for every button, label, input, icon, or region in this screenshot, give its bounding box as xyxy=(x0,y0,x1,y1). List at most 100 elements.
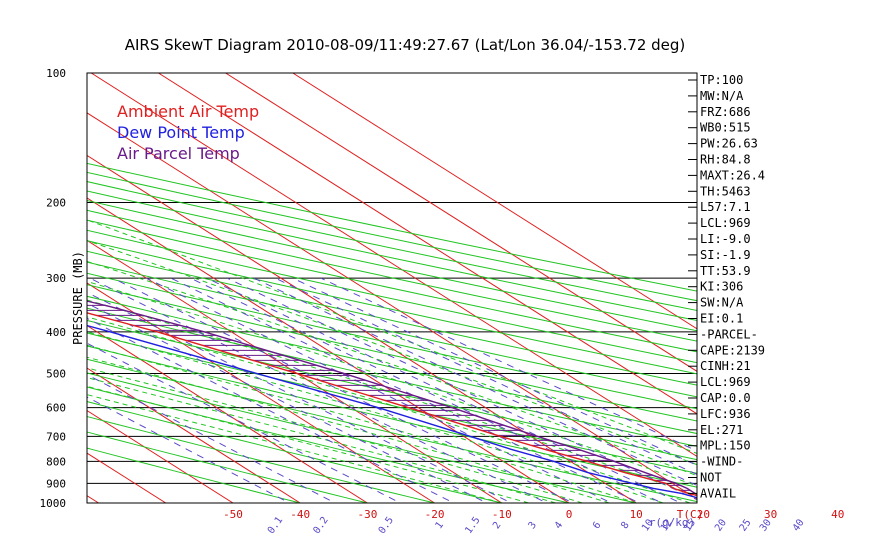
mixing-ratio-tick: 1 xyxy=(434,520,446,531)
index-item: MW:N/A xyxy=(700,89,744,103)
moist-adiabat xyxy=(87,377,556,503)
pressure-tick-label: 200 xyxy=(46,196,66,209)
pressure-tick-label: 1000 xyxy=(40,497,67,510)
mixing-ratio-line xyxy=(87,302,489,503)
index-item: MPL:150 xyxy=(700,439,751,453)
index-item: RH:84.8 xyxy=(700,153,751,167)
pressure-tick-label: 800 xyxy=(46,455,66,468)
legend: Ambient Air Temp Dew Point Temp Air Parcel… xyxy=(117,102,259,163)
dry-adiabat xyxy=(87,181,697,311)
index-item: FRZ:686 xyxy=(700,105,751,119)
index-item: EL:271 xyxy=(700,423,743,437)
moist-adiabat xyxy=(87,316,691,503)
isotherm-line xyxy=(87,324,368,503)
series-2-line xyxy=(87,300,697,495)
index-item: TH:5463 xyxy=(700,184,751,198)
dry-adiabat xyxy=(87,190,697,322)
bottom-temp-tick: 40 xyxy=(831,508,844,521)
mixing-ratio-line xyxy=(112,277,575,503)
isotherm-line xyxy=(87,239,503,503)
index-item: PW:26.63 xyxy=(700,137,758,151)
isotherm-line xyxy=(87,197,570,503)
pressure-tick-label: 100 xyxy=(46,67,66,80)
series-0-line xyxy=(87,312,697,497)
mixing-ratio-tick: 25 xyxy=(738,517,754,533)
isotherm-line xyxy=(87,282,435,503)
mixing-ratio-tick: 0.1 xyxy=(266,515,285,536)
bottom-temp-tick: -10 xyxy=(492,508,512,521)
chart-title: AIRS SkewT Diagram 2010-08-09/11:49:27.6… xyxy=(125,36,686,54)
index-item: MAXT:26.4 xyxy=(700,168,765,182)
index-item: LCL:969 xyxy=(700,375,751,389)
bottom-temp-tick: -40 xyxy=(290,508,310,521)
mixing-ratio-tick: 20 xyxy=(713,517,729,533)
mixing-ratio-tick: 4 xyxy=(553,520,565,531)
dry-adiabat xyxy=(87,162,697,292)
plot-frame xyxy=(86,72,698,504)
dry-adiabat xyxy=(87,199,697,332)
index-item: TP:100 xyxy=(700,73,743,87)
mixing-ratio-tick: 2 xyxy=(491,520,503,531)
isotherm-line xyxy=(0,73,31,503)
index-item: NOT xyxy=(700,471,722,485)
mixing-ratio-tick: 40 xyxy=(791,517,807,533)
legend-entry-2: Air Parcel Temp xyxy=(117,144,240,163)
pressure-tick-label: 400 xyxy=(46,326,66,339)
mixing-ratio-line xyxy=(190,277,664,503)
moist-adiabat xyxy=(87,260,697,477)
mixing-ratio-tick: 1.5 xyxy=(463,515,482,536)
index-item: SI:-1.9 xyxy=(700,248,751,262)
mixing-ratio-line xyxy=(253,277,697,487)
dry-adiabat xyxy=(87,431,370,503)
index-item: CAP:0.0 xyxy=(700,391,751,405)
index-item: LFC:936 xyxy=(700,407,751,421)
pressure-tick-label: 500 xyxy=(46,368,66,381)
dry-adiabat xyxy=(87,358,697,503)
dry-adiabat xyxy=(87,219,697,353)
index-item: L57:7.1 xyxy=(700,200,751,214)
mixing-ratio-label: r(g/kg) xyxy=(649,516,695,529)
dry-adiabat xyxy=(87,447,303,503)
moist-adiabat xyxy=(87,240,697,466)
mixing-ratio-line xyxy=(320,277,697,452)
dry-adiabat xyxy=(87,372,639,503)
bottom-temp-tick: 10 xyxy=(630,508,643,521)
index-item: KI:306 xyxy=(700,280,743,294)
y-axis-label: PRESSURE (MB) xyxy=(71,251,85,345)
index-item: SW:N/A xyxy=(700,296,744,310)
index-item: -WIND- xyxy=(700,455,743,469)
bottom-temp-tick: 0 xyxy=(566,508,573,521)
dry-adiabat xyxy=(87,307,697,447)
index-item: EI:0.1 xyxy=(700,312,743,326)
mixing-ratio-line xyxy=(292,277,697,466)
mixing-ratio-line xyxy=(87,317,456,503)
isotherm-line xyxy=(87,112,697,500)
bottom-temp-tick: 30 xyxy=(764,508,777,521)
surface-dewpoint-marker xyxy=(708,501,713,506)
isotherm-line xyxy=(87,410,234,503)
moist-adiabat xyxy=(87,299,697,497)
mixing-ratio-line xyxy=(206,277,682,503)
mixing-ratio-line xyxy=(89,277,549,503)
mixing-ratio-line xyxy=(87,342,402,503)
moist-adiabat xyxy=(87,356,610,503)
pressure-tick-label: 300 xyxy=(46,272,66,285)
profile-lines xyxy=(87,300,713,506)
mixing-ratio-line xyxy=(87,291,513,503)
dry-adiabat xyxy=(87,250,697,386)
index-item: CAPE:2139 xyxy=(700,343,765,357)
index-item: CINH:21 xyxy=(700,359,751,373)
dry-adiabat xyxy=(87,229,697,364)
mixing-ratio-line xyxy=(170,277,641,503)
series-1-line xyxy=(87,324,697,499)
bottom-temp-tick: -50 xyxy=(223,508,243,521)
isotherm-line xyxy=(292,73,697,330)
stability-indices: TP:100 MW:N/A FRZ:686 WB0:515 PW:26.63 RH:84.… xyxy=(688,73,765,500)
mixing-ratio-tick: 0.2 xyxy=(311,515,330,536)
dry-adiabat xyxy=(87,171,697,302)
bottom-temp-tick: -30 xyxy=(357,508,377,521)
dry-adiabat xyxy=(87,416,437,503)
isotherm-line xyxy=(225,73,697,372)
legend-entry-1: Dew Point Temp xyxy=(117,123,245,142)
